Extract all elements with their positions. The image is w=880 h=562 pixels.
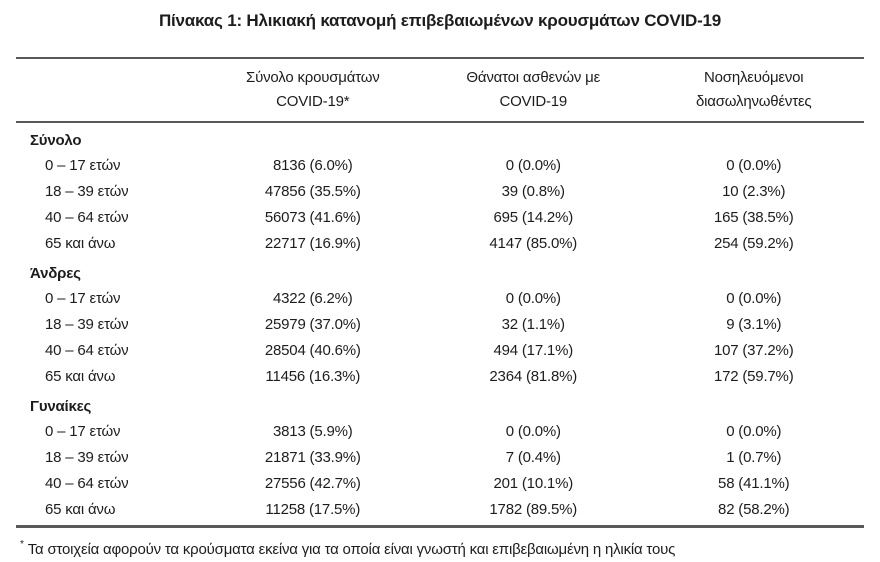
table-row: 65 και άνω 11258 (17.5%) 1782 (89.5%) 82… <box>16 496 864 522</box>
footnote: * Τα στοιχεία αφορούν τα κρούσματα εκείνα… <box>20 535 864 560</box>
deaths-cell: 0 (0.0%) <box>505 156 561 174</box>
cases-cell: 27556 (42.7%) <box>264 474 361 492</box>
header-total-cases: Σύνολο κρουσμάτων COVID-19* <box>202 58 424 123</box>
deaths-cell: 39 (0.8%) <box>501 182 565 200</box>
cases-cell: 3813 (5.9%) <box>273 422 353 440</box>
cases-cell: 56073 (41.6%) <box>264 208 361 226</box>
row-label: 18 – 39 ετών <box>45 182 129 200</box>
table-row: 40 – 64 ετών 56073 (41.6%) 695 (14.2%) 1… <box>16 204 864 230</box>
header-row: Σύνολο κρουσμάτων COVID-19* Θάνατοι ασθε… <box>16 58 864 123</box>
table-header: Σύνολο κρουσμάτων COVID-19* Θάνατοι ασθε… <box>16 58 864 123</box>
intubated-cell: 1 (0.7%) <box>726 448 782 466</box>
deaths-cell: 1782 (89.5%) <box>489 500 578 518</box>
header-empty-cell <box>16 58 203 123</box>
intubated-cell: 0 (0.0%) <box>726 156 782 174</box>
cases-cell: 8136 (6.0%) <box>273 156 353 174</box>
table-row: 40 – 64 ετών 28504 (40.6%) 494 (17.1%) 1… <box>16 337 864 363</box>
cases-cell: 11258 (17.5%) <box>265 500 361 518</box>
header-deaths: Θάνατοι ασθενών με COVID-19 <box>423 58 644 123</box>
intubated-cell: 10 (2.3%) <box>722 182 786 200</box>
header-intubated-line2: διασωληνωθέντες <box>696 93 812 110</box>
cases-cell: 28504 (40.6%) <box>264 341 361 359</box>
deaths-cell: 0 (0.0%) <box>505 422 561 440</box>
header-deaths-line1: Θάνατοι ασθενών με <box>466 69 601 86</box>
table-row: 40 – 64 ετών 27556 (42.7%) 201 (10.1%) 5… <box>16 470 864 496</box>
section-label: Γυναίκες <box>30 398 92 415</box>
intubated-cell: 107 (37.2%) <box>713 341 794 359</box>
cases-cell: 11456 (16.3%) <box>265 367 361 385</box>
deaths-cell: 494 (17.1%) <box>493 341 574 359</box>
deaths-cell: 4147 (85.0%) <box>489 234 578 252</box>
intubated-cell: 58 (41.1%) <box>718 474 790 492</box>
section-total: Σύνολο <box>16 122 864 152</box>
header-total-cases-line1: Σύνολο κρουσμάτων <box>246 69 380 86</box>
table-row: 0 – 17 ετών 4322 (6.2%) 0 (0.0%) 0 (0.0%… <box>16 285 864 311</box>
table-row: 18 – 39 ετών 25979 (37.0%) 32 (1.1%) 9 (… <box>16 311 864 337</box>
deaths-cell: 2364 (81.8%) <box>489 367 578 385</box>
section-men: Άνδρες <box>16 256 864 285</box>
row-label: 65 και άνω <box>45 367 116 385</box>
intubated-cell: 9 (3.1%) <box>726 315 782 333</box>
intubated-cell: 0 (0.0%) <box>726 422 782 440</box>
deaths-cell: 0 (0.0%) <box>505 289 561 307</box>
header-deaths-line2: COVID-19 <box>499 93 568 110</box>
section-label: Άνδρες <box>30 265 81 282</box>
intubated-cell: 82 (58.2%) <box>718 500 790 518</box>
table-bottom-rule <box>16 525 864 528</box>
row-label: 40 – 64 ετών <box>45 341 129 359</box>
cases-cell: 47856 (35.5%) <box>264 182 361 200</box>
table-title: Πίνακας 1: Ηλικιακή κατανομή επιβεβαιωμέ… <box>158 11 722 30</box>
row-label: 65 και άνω <box>45 500 116 518</box>
row-label: 0 – 17 ετών <box>45 422 121 440</box>
header-total-cases-line2: COVID-19* <box>276 93 350 110</box>
footnote-text: Τα στοιχεία αφορούν τα κρούσματα εκείνα … <box>27 541 676 558</box>
header-intubated-line1: Νοσηλευόμενοι <box>704 69 804 86</box>
intubated-cell: 165 (38.5%) <box>713 208 794 226</box>
row-label: 40 – 64 ετών <box>45 208 129 226</box>
table-row: 18 – 39 ετών 21871 (33.9%) 7 (0.4%) 1 (0… <box>16 444 864 470</box>
row-label: 18 – 39 ετών <box>45 448 129 466</box>
deaths-cell: 32 (1.1%) <box>501 315 565 333</box>
table-row: 18 – 39 ετών 47856 (35.5%) 39 (0.8%) 10 … <box>16 178 864 204</box>
row-label: 18 – 39 ετών <box>45 315 129 333</box>
intubated-cell: 254 (59.2%) <box>713 234 794 252</box>
deaths-cell: 695 (14.2%) <box>493 208 574 226</box>
table-row: 65 και άνω 11456 (16.3%) 2364 (81.8%) 17… <box>16 363 864 389</box>
section-label: Σύνολο <box>30 132 82 149</box>
row-label: 40 – 64 ετών <box>45 474 129 492</box>
section-women: Γυναίκες <box>16 389 864 418</box>
intubated-cell: 0 (0.0%) <box>726 289 782 307</box>
table-row: 65 και άνω 22717 (16.9%) 4147 (85.0%) 25… <box>16 230 864 256</box>
cases-cell: 21871 (33.9%) <box>264 448 361 466</box>
table-container: Σύνολο κρουσμάτων COVID-19* Θάνατοι ασθε… <box>16 57 864 522</box>
deaths-cell: 201 (10.1%) <box>493 474 574 492</box>
row-label: 0 – 17 ετών <box>45 156 121 174</box>
header-intubated: Νοσηλευόμενοι διασωληνωθέντες <box>643 58 864 123</box>
intubated-cell: 172 (59.7%) <box>713 367 794 385</box>
table-row: 0 – 17 ετών 3813 (5.9%) 0 (0.0%) 0 (0.0%… <box>16 418 864 444</box>
table-body: Σύνολο 0 – 17 ετών 8136 (6.0%) 0 (0.0%) … <box>16 122 864 522</box>
table-row: 0 – 17 ετών 8136 (6.0%) 0 (0.0%) 0 (0.0%… <box>16 152 864 178</box>
row-label: 65 και άνω <box>45 234 116 252</box>
row-label: 0 – 17 ετών <box>45 289 121 307</box>
cases-cell: 4322 (6.2%) <box>273 289 353 307</box>
cases-cell: 22717 (16.9%) <box>264 234 361 252</box>
covid-age-distribution-table: Σύνολο κρουσμάτων COVID-19* Θάνατοι ασθε… <box>16 57 864 522</box>
footnote-marker: * <box>20 539 24 550</box>
cases-cell: 25979 (37.0%) <box>264 315 361 333</box>
deaths-cell: 7 (0.4%) <box>505 448 561 466</box>
